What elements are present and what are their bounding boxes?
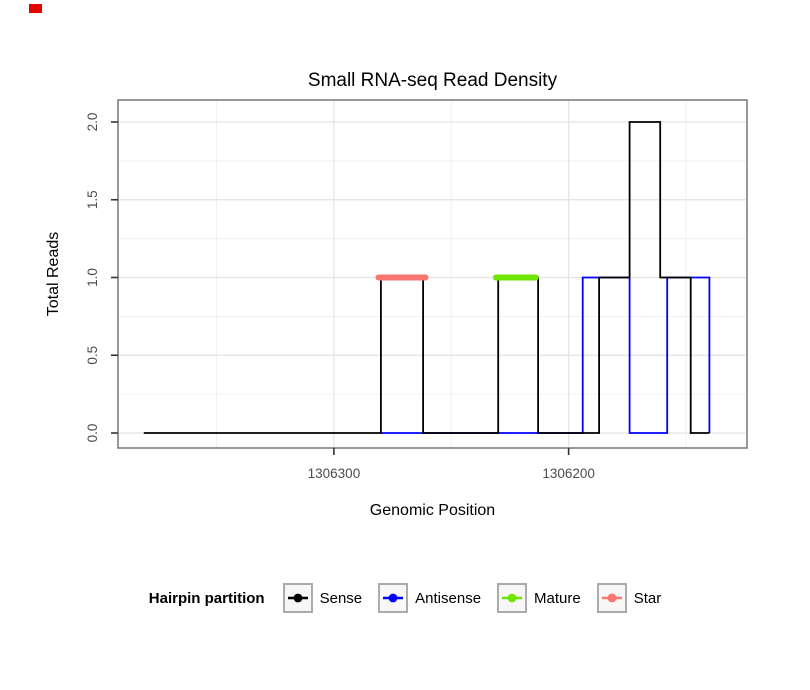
legend-item-star: Star	[596, 583, 662, 613]
axis-tick-labels: 1306300 1306200 0.0 0.5 1.0 1.5 2.0	[85, 113, 595, 481]
legend-item-label: Star	[633, 589, 662, 607]
legend-key	[497, 583, 528, 613]
y-tick-label: 1.5	[85, 190, 100, 209]
axis-ticks	[111, 121, 570, 455]
legend-item-label: Antisense	[415, 589, 482, 607]
y-tick-label: 0.5	[85, 346, 100, 365]
chart-title: Small RNA-seq Read Density	[307, 70, 558, 91]
legend-title: Hairpin partition	[148, 589, 265, 607]
series-antisense	[380, 276, 711, 434]
legend-items: Sense Antisense Mature Star	[282, 583, 662, 613]
panel-background	[118, 100, 747, 448]
panel-border	[117, 99, 748, 449]
legend-item-label: Mature	[534, 589, 581, 607]
legend-key	[596, 583, 627, 613]
red-artifact-mark	[29, 4, 42, 13]
y-tick-label: 0.0	[85, 424, 100, 443]
legend-item-antisense: Antisense	[378, 583, 481, 613]
legend-item-sense: Sense	[282, 583, 363, 613]
y-tick-label: 1.0	[85, 268, 100, 287]
y-tick-label: 2.0	[85, 113, 100, 132]
legend-key	[282, 583, 313, 613]
x-tick-label: 1306300	[308, 466, 361, 481]
legend-item-mature: Mature	[497, 583, 581, 613]
legend: Hairpin partition Sense Antisense Mature St…	[0, 583, 810, 613]
minor-gridlines	[118, 100, 747, 448]
line-point-icon	[287, 593, 308, 603]
x-axis-label: Genomic Position	[369, 502, 496, 519]
line-point-icon	[502, 593, 523, 603]
line-point-icon	[601, 593, 622, 603]
x-tick-label: 1306200	[542, 466, 595, 481]
legend-item-label: Sense	[319, 589, 363, 607]
plot-area: 1306300 1306200 0.0 0.5 1.0 1.5 2.0	[85, 99, 748, 481]
legend-key	[378, 583, 409, 613]
line-point-icon	[383, 593, 404, 603]
